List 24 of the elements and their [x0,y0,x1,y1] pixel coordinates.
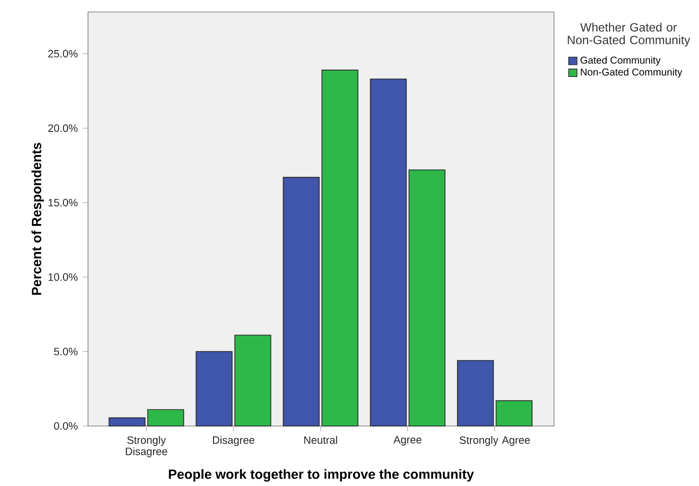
legend-label: Non-Gated Community [580,68,682,78]
legend-label: Gated Community [580,56,661,66]
y-tick-label: 5.0% [54,348,78,356]
bar [147,409,184,426]
bar [282,176,320,426]
y-axis-title: Percent of Respondents [31,142,44,295]
legend-title: Whether Gated or Non-Gated Community [568,22,690,47]
bar [322,70,358,426]
y-tick-label: 10.0% [48,273,78,281]
bar [408,169,446,426]
x-tick-label: Agree [393,436,422,446]
x-tick-label: Strongly Disagree [126,436,168,458]
x-tick-label: Strongly Agree [460,436,530,446]
x-tick-label: Neutral [304,436,338,444]
bar [234,334,272,426]
y-tick-label: 25.0% [48,50,78,58]
y-tick-label: 0.0% [54,422,78,430]
bar [196,351,233,426]
x-axis-title: People work together to improve the community [168,469,474,482]
y-tick-label: 20.0% [48,124,78,132]
bar [370,78,407,426]
x-tick-label: Disagree [213,436,254,446]
bar [108,417,146,426]
y-tick-label: 15.0% [48,198,78,206]
